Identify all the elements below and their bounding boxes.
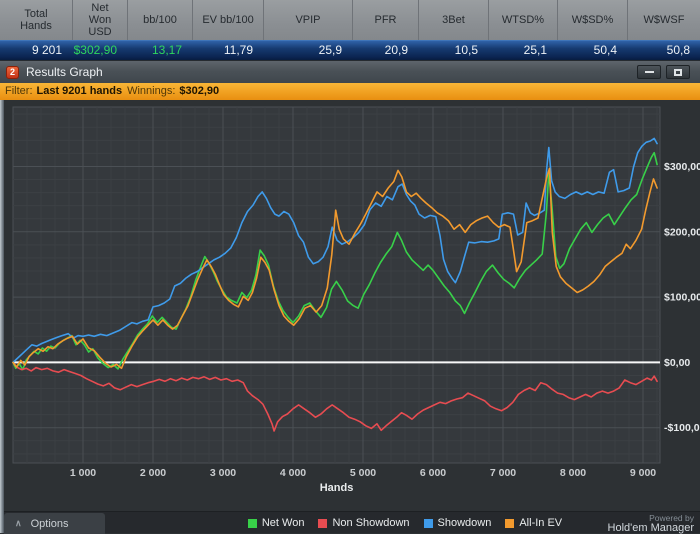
filter-label: Filter: bbox=[5, 85, 33, 97]
showdown-line bbox=[12, 137, 658, 364]
x-tick-label: 8 000 bbox=[560, 467, 586, 479]
stats-value-cell: 50,4 bbox=[593, 43, 617, 57]
x-tick-label: 5 000 bbox=[350, 467, 376, 479]
stats-value-cell: 20,9 bbox=[384, 43, 408, 57]
x-tick-label: 7 000 bbox=[490, 467, 516, 479]
legend-item: Net Won bbox=[247, 517, 305, 529]
results-chart: 1 000 2 000 3 000 4 000 5 000 6 000 7 000 8 000… bbox=[12, 106, 700, 494]
window-left-border bbox=[0, 100, 4, 533]
stats-value-row: 9 201 $302,90 13,17 11,79 25,9 20,9 10,5 25,1 50… bbox=[0, 40, 700, 60]
stats-table: Total Hands Net Won USD bb/100 EV bb/100 VPI… bbox=[0, 0, 700, 60]
legend-label: Net Won bbox=[261, 517, 305, 529]
x-tick-label: 3 000 bbox=[210, 467, 236, 479]
stats-header-cell[interactable]: Total Hands bbox=[20, 8, 52, 32]
stats-value-cell: 10,5 bbox=[454, 43, 478, 57]
chart-legend: Net Won Non Showdown Showdown All-In EV bbox=[55, 512, 700, 534]
winnings-value: $302,90 bbox=[179, 85, 220, 97]
x-tick-label: 2 000 bbox=[140, 467, 166, 479]
options-label: Options bbox=[30, 517, 69, 530]
y-tick-label: -$100,00 bbox=[664, 422, 700, 434]
legend-swatch-icon bbox=[423, 518, 433, 528]
maximize-button[interactable] bbox=[666, 65, 690, 79]
x-tick-label: 6 000 bbox=[420, 467, 446, 479]
y-tick-label: $300,00 bbox=[664, 161, 700, 173]
stats-header-cell[interactable]: bb/100 bbox=[127, 0, 192, 40]
stats-value-cell: 25,9 bbox=[318, 43, 342, 57]
window-title: Results Graph bbox=[26, 65, 103, 79]
stats-value-cell: 50,8 bbox=[666, 43, 690, 57]
plot-background bbox=[12, 106, 661, 464]
non-showdown-line bbox=[12, 361, 658, 432]
filter-hands-value: Last 9201 hands bbox=[36, 85, 123, 97]
grid-major bbox=[13, 107, 660, 463]
x-tick-label: 1 000 bbox=[70, 467, 96, 479]
legend-swatch-icon bbox=[247, 518, 257, 528]
winnings-label: Winnings: bbox=[127, 85, 176, 97]
stats-header-cell[interactable]: EV bb/100 bbox=[192, 0, 263, 40]
stats-header-cell[interactable]: WTSD% bbox=[488, 0, 557, 40]
filter-bar[interactable]: Filter: Last 9201 hands Winnings: $302,90 bbox=[0, 83, 700, 100]
legend-item: All-In EV bbox=[505, 517, 562, 529]
collapse-caret-icon: ∧ bbox=[15, 518, 22, 528]
bottom-bar: ∧ Options Net Won Non Showdown Showdown All… bbox=[0, 511, 700, 534]
stats-header-cell[interactable]: W$WSF bbox=[627, 0, 700, 40]
powered-by: Powered by Hold'em Manager bbox=[607, 513, 694, 534]
stats-value-cell: $302,90 bbox=[73, 43, 117, 57]
stats-header-cell[interactable]: W$SD% bbox=[557, 0, 627, 40]
stats-header-row: Total Hands Net Won USD bb/100 EV bb/100 VPI… bbox=[0, 0, 700, 40]
stats-value-cell: 13,17 bbox=[151, 43, 182, 57]
x-tick-label: 4 000 bbox=[280, 467, 306, 479]
options-button[interactable]: ∧ Options bbox=[4, 513, 105, 534]
stats-header-cell[interactable]: PFR bbox=[352, 0, 418, 40]
legend-item: Showdown bbox=[423, 517, 492, 529]
legend-label: Showdown bbox=[437, 517, 492, 529]
legend-label: All-In EV bbox=[519, 517, 563, 529]
stats-header-cell[interactable]: VPIP bbox=[263, 0, 352, 40]
maximize-icon bbox=[674, 68, 682, 76]
x-tick-label: 9 000 bbox=[630, 467, 656, 479]
y-tick-label: $200,00 bbox=[664, 226, 700, 238]
minimize-button[interactable] bbox=[637, 65, 661, 79]
legend-swatch-icon bbox=[505, 518, 515, 528]
window-buttons bbox=[637, 65, 694, 79]
stats-header-cell[interactable]: Net Won USD bbox=[72, 0, 127, 40]
minimize-icon bbox=[644, 71, 654, 73]
legend-swatch-icon bbox=[318, 518, 328, 528]
stats-value-cell: 25,1 bbox=[523, 43, 547, 57]
powered-by-line: Powered by bbox=[649, 513, 694, 523]
y-tick-label: $100,00 bbox=[664, 292, 700, 304]
stats-value-cell: 11,79 bbox=[223, 43, 253, 57]
x-axis-title: Hands bbox=[320, 482, 354, 494]
app-icon: 2 bbox=[6, 65, 19, 79]
all-in-ev-line bbox=[12, 167, 658, 370]
chart-area: 1 000 2 000 3 000 4 000 5 000 6 000 7 000 8 000… bbox=[0, 100, 700, 511]
stats-value-cell: 9 201 bbox=[31, 43, 62, 57]
legend-label: Non Showdown bbox=[332, 517, 410, 529]
window-titlebar: 2 Results Graph bbox=[0, 60, 700, 83]
legend-item: Non Showdown bbox=[318, 517, 410, 529]
stats-header-cell[interactable]: 3Bet bbox=[418, 0, 488, 40]
y-tick-label: $0,00 bbox=[664, 357, 690, 369]
brand-name: Hold'em Manager bbox=[607, 522, 694, 534]
